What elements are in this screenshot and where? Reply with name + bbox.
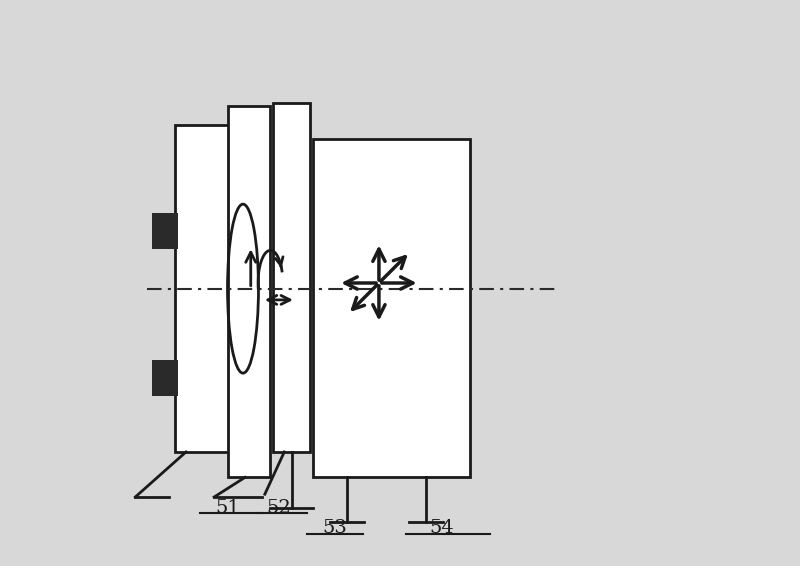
Bar — [228, 106, 270, 477]
Text: 53: 53 — [322, 519, 348, 537]
Text: 51: 51 — [216, 499, 241, 517]
Bar — [174, 125, 231, 452]
Bar — [274, 103, 310, 452]
Text: 52: 52 — [266, 499, 291, 517]
Bar — [313, 139, 470, 477]
Bar — [152, 360, 178, 396]
Bar — [152, 213, 178, 250]
Text: 54: 54 — [430, 519, 454, 537]
